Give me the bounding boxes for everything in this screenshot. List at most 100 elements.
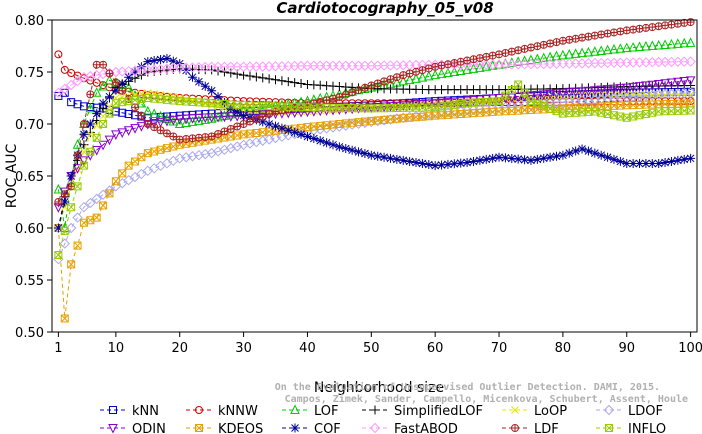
data-point bbox=[533, 99, 542, 108]
data-point bbox=[85, 102, 96, 113]
legend-item-loop: LoOP bbox=[502, 404, 567, 419]
data-point bbox=[174, 118, 185, 128]
data-point bbox=[584, 32, 593, 41]
data-point bbox=[653, 79, 664, 90]
data-point bbox=[660, 79, 670, 89]
data-point bbox=[456, 100, 465, 109]
data-point bbox=[78, 201, 90, 213]
series-ldf bbox=[54, 18, 695, 206]
data-point bbox=[360, 149, 370, 159]
legend-marker bbox=[108, 424, 118, 434]
x-tick-label: 1 bbox=[54, 341, 62, 356]
y-tick-label: 0.75 bbox=[15, 66, 44, 81]
data-point bbox=[680, 19, 688, 27]
data-point bbox=[405, 113, 414, 122]
data-point bbox=[379, 102, 389, 113]
data-point bbox=[361, 84, 369, 92]
data-point bbox=[66, 171, 76, 181]
data-point bbox=[514, 80, 523, 89]
legend-marker bbox=[511, 424, 519, 432]
data-point bbox=[577, 144, 587, 154]
data-point bbox=[501, 91, 510, 100]
data-point bbox=[667, 20, 676, 29]
data-point bbox=[360, 117, 369, 126]
x-tick-label: 10 bbox=[108, 341, 125, 356]
watermark-line-1: On the Evaluation of Unsupervised Outlie… bbox=[275, 381, 660, 393]
data-point bbox=[104, 74, 115, 85]
data-point bbox=[437, 160, 447, 170]
data-point bbox=[341, 119, 350, 128]
data-point bbox=[239, 70, 249, 80]
data-point bbox=[264, 119, 274, 129]
data-point bbox=[296, 129, 306, 139]
data-point bbox=[469, 55, 477, 63]
data-point bbox=[367, 82, 375, 90]
data-point bbox=[527, 44, 535, 52]
data-point bbox=[98, 80, 108, 91]
data-point bbox=[635, 111, 644, 120]
data-point bbox=[316, 121, 325, 130]
data-point bbox=[162, 144, 171, 153]
data-point bbox=[513, 92, 523, 103]
data-point bbox=[194, 113, 204, 124]
legend: kNN kNNW LOF SimplifiedLOF LoOP LDOF ODIN KDEOS… bbox=[100, 404, 666, 434]
data-point bbox=[156, 145, 165, 154]
x-tick-label: 20 bbox=[171, 341, 188, 356]
data-point bbox=[621, 42, 632, 53]
legend-label: KDEOS bbox=[218, 422, 263, 434]
data-point bbox=[220, 127, 228, 135]
data-point bbox=[169, 142, 178, 151]
data-point bbox=[431, 63, 439, 71]
x-tick-label: 60 bbox=[427, 341, 444, 356]
data-point bbox=[86, 90, 95, 99]
data-point bbox=[583, 86, 594, 97]
legend-label: SimplifiedLOF bbox=[394, 404, 483, 419]
data-point bbox=[425, 64, 433, 72]
data-point bbox=[577, 87, 587, 97]
data-point bbox=[271, 121, 281, 131]
data-point bbox=[67, 182, 76, 191]
data-point bbox=[462, 64, 472, 74]
data-point bbox=[80, 147, 88, 156]
data-point bbox=[118, 98, 127, 107]
data-point bbox=[412, 68, 420, 76]
data-point bbox=[155, 117, 166, 128]
data-point bbox=[328, 140, 338, 150]
data-point bbox=[354, 147, 364, 157]
data-point bbox=[507, 86, 516, 95]
series-inflo bbox=[54, 80, 695, 260]
data-point bbox=[182, 135, 190, 143]
data-point bbox=[564, 148, 574, 158]
data-point bbox=[219, 110, 230, 120]
data-point bbox=[532, 90, 543, 101]
data-point bbox=[92, 133, 101, 142]
data-point bbox=[111, 78, 120, 87]
data-point bbox=[481, 154, 491, 164]
data-point bbox=[666, 78, 677, 89]
data-point bbox=[590, 86, 600, 96]
data-point bbox=[276, 131, 288, 142]
data-point bbox=[130, 89, 140, 100]
data-point bbox=[552, 151, 562, 161]
data-point bbox=[551, 89, 562, 99]
data-point bbox=[156, 55, 166, 65]
data-point bbox=[666, 38, 677, 49]
data-point bbox=[360, 99, 369, 108]
legend-marker bbox=[370, 405, 380, 415]
data-point bbox=[495, 97, 504, 106]
data-point bbox=[500, 58, 511, 68]
data-point bbox=[495, 50, 503, 58]
watermark-line-2: Campos, Zimek, Sander, Campello, Micenko… bbox=[285, 393, 688, 405]
data-point bbox=[430, 161, 440, 171]
data-point bbox=[334, 142, 344, 152]
data-point bbox=[117, 128, 128, 138]
data-point bbox=[558, 36, 567, 45]
data-point bbox=[150, 123, 158, 131]
data-point bbox=[124, 161, 133, 170]
data-point bbox=[105, 69, 114, 78]
data-point bbox=[67, 182, 75, 190]
data-point bbox=[385, 153, 395, 163]
data-point bbox=[674, 20, 682, 28]
x-tick-label: 100 bbox=[678, 341, 702, 356]
legend-item-cof: COF bbox=[282, 422, 341, 434]
